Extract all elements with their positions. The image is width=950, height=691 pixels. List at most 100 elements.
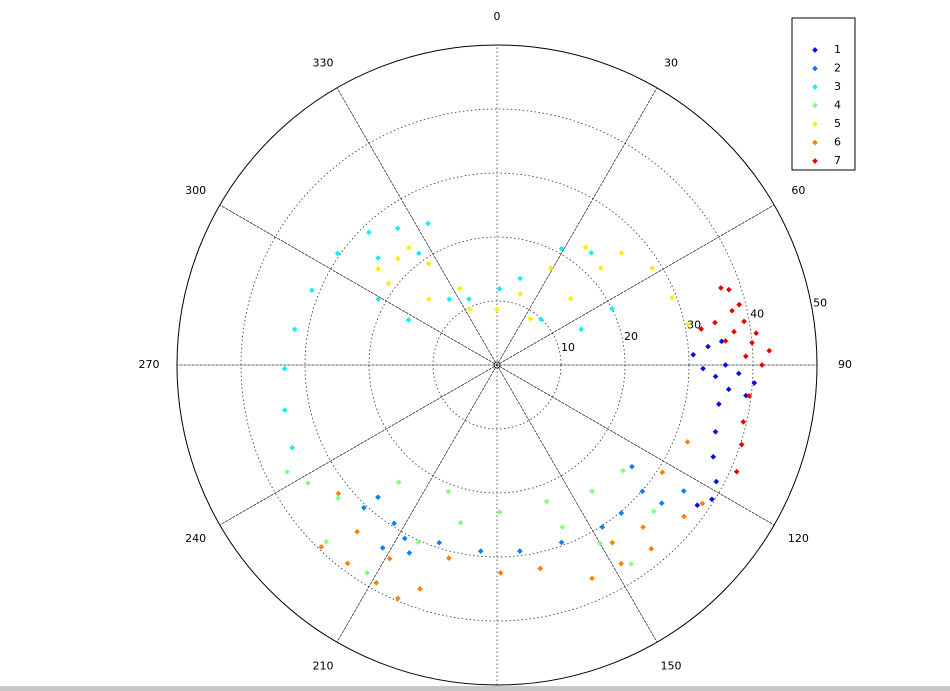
data-point bbox=[291, 326, 298, 333]
data-point bbox=[335, 490, 342, 497]
data-point bbox=[731, 328, 737, 335]
data-point bbox=[705, 343, 711, 350]
r-tick-label: 40 bbox=[750, 308, 764, 321]
data-point bbox=[366, 229, 372, 236]
theta-tick-label: 150 bbox=[661, 659, 682, 672]
data-point bbox=[354, 528, 360, 535]
data-point bbox=[494, 306, 500, 313]
data-point bbox=[375, 296, 382, 303]
data-point bbox=[405, 317, 412, 323]
data-point bbox=[729, 307, 735, 314]
data-point bbox=[620, 467, 626, 474]
data-point bbox=[379, 545, 386, 551]
data-point bbox=[517, 290, 523, 297]
data-point bbox=[725, 386, 732, 393]
data-point bbox=[417, 586, 423, 592]
data-point bbox=[335, 495, 341, 502]
data-point bbox=[375, 265, 381, 272]
data-point bbox=[375, 494, 381, 501]
data-point bbox=[718, 338, 725, 345]
data-point bbox=[669, 294, 675, 301]
data-point bbox=[712, 373, 719, 380]
legend-marker bbox=[812, 102, 818, 109]
data-point bbox=[543, 498, 550, 505]
legend-label: 7 bbox=[834, 154, 841, 167]
data-point bbox=[698, 326, 705, 332]
data-point bbox=[395, 595, 401, 602]
data-point bbox=[659, 469, 666, 476]
data-point bbox=[589, 488, 595, 495]
data-point bbox=[649, 265, 656, 271]
theta-tick-label: 0 bbox=[494, 10, 501, 23]
data-point bbox=[361, 504, 367, 511]
data-point bbox=[395, 255, 401, 262]
data-point bbox=[567, 295, 574, 302]
data-point bbox=[751, 380, 758, 386]
legend-marker bbox=[812, 65, 818, 72]
data-point bbox=[446, 296, 453, 303]
data-point bbox=[629, 463, 635, 470]
data-point bbox=[640, 524, 646, 531]
data-point bbox=[609, 539, 616, 546]
data-point bbox=[709, 496, 715, 503]
data-point bbox=[496, 286, 503, 292]
data-point bbox=[609, 306, 615, 312]
legend-box bbox=[791, 17, 856, 171]
data-point bbox=[740, 419, 747, 425]
data-point bbox=[736, 301, 743, 308]
data-point bbox=[712, 428, 719, 435]
data-point bbox=[373, 579, 380, 586]
data-point bbox=[284, 469, 290, 475]
data-point bbox=[558, 539, 565, 546]
data-point bbox=[599, 524, 606, 530]
data-point bbox=[281, 365, 288, 372]
data-point bbox=[694, 502, 701, 509]
data-point bbox=[699, 500, 706, 507]
theta-tick-label: 300 bbox=[185, 184, 206, 197]
data-point bbox=[718, 285, 724, 291]
theta-tick-label: 60 bbox=[791, 184, 805, 197]
data-point bbox=[589, 575, 595, 582]
data-point bbox=[598, 265, 604, 271]
data-point bbox=[710, 453, 717, 460]
r-tick-label: 50 bbox=[813, 296, 827, 309]
data-point bbox=[394, 225, 401, 232]
data-point bbox=[405, 245, 412, 251]
r-tick-label: 30 bbox=[687, 319, 701, 332]
data-point bbox=[496, 509, 503, 516]
data-point bbox=[386, 555, 393, 562]
data-point bbox=[344, 560, 351, 567]
data-point bbox=[733, 468, 740, 475]
data-point bbox=[618, 510, 625, 516]
data-point bbox=[712, 319, 718, 326]
legend-marker bbox=[812, 139, 818, 146]
data-point bbox=[415, 539, 421, 545]
data-point bbox=[537, 565, 544, 572]
data-point bbox=[456, 285, 463, 292]
theta-tick-label: 210 bbox=[313, 659, 334, 672]
data-point bbox=[436, 539, 443, 546]
data-point bbox=[445, 488, 452, 495]
legend-label: 1 bbox=[834, 43, 841, 56]
data-point bbox=[684, 439, 691, 445]
data-point bbox=[457, 519, 464, 526]
data-point bbox=[305, 480, 311, 486]
legend-label: 3 bbox=[834, 80, 841, 93]
data-point bbox=[466, 306, 473, 313]
theta-tick-label: 330 bbox=[313, 57, 334, 70]
data-point bbox=[559, 524, 566, 530]
data-point bbox=[685, 321, 691, 328]
legend-label: 5 bbox=[834, 117, 841, 130]
data-point bbox=[648, 546, 655, 552]
legend-marker bbox=[812, 84, 818, 90]
data-point bbox=[738, 441, 745, 448]
data-point bbox=[281, 407, 288, 413]
data-point bbox=[517, 548, 523, 554]
data-point bbox=[425, 260, 432, 267]
data-point bbox=[658, 500, 665, 507]
legend-label: 6 bbox=[834, 136, 841, 149]
data-point bbox=[446, 555, 452, 561]
data-point bbox=[628, 561, 635, 567]
data-point bbox=[517, 275, 524, 282]
